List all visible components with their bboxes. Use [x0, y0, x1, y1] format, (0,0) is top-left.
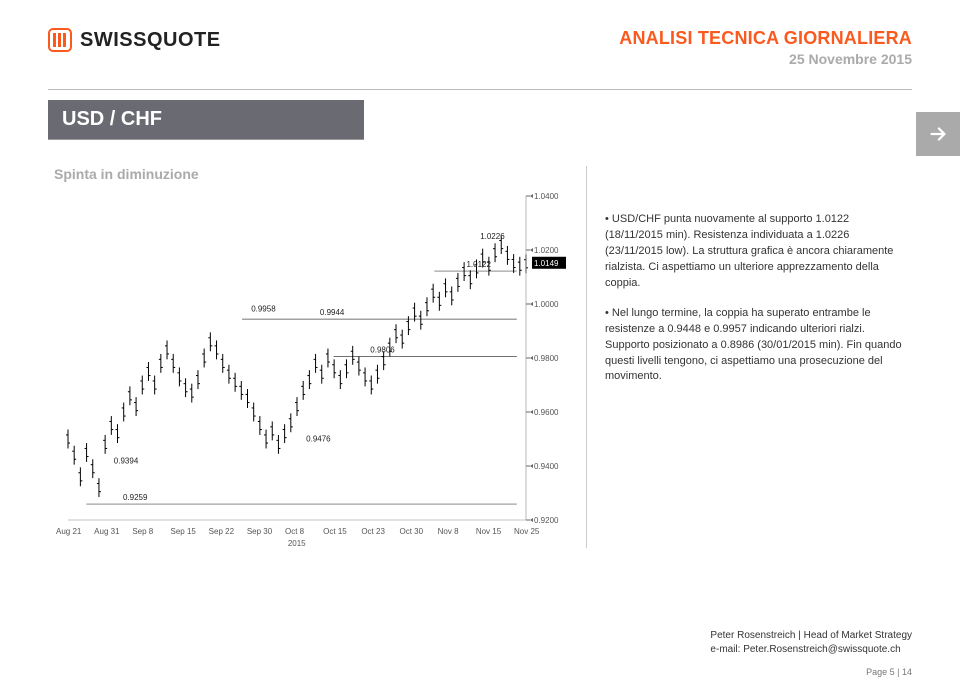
svg-text:Oct 23: Oct 23	[361, 527, 385, 536]
svg-text:Aug 21: Aug 21	[56, 527, 82, 536]
svg-text:Oct 30: Oct 30	[400, 527, 424, 536]
svg-text:Oct 15: Oct 15	[323, 527, 347, 536]
analysis-paragraph-2: • Nel lungo termine, la coppia ha supera…	[605, 306, 906, 386]
author-footer: Peter Rosenstreich | Head of Market Stra…	[710, 629, 912, 657]
svg-text:0.9806: 0.9806	[370, 345, 395, 354]
author-email: e-mail: Peter.Rosenstreich@swissquote.ch	[710, 643, 912, 657]
svg-text:Sep 30: Sep 30	[247, 527, 273, 536]
svg-text:0.9800: 0.9800	[534, 354, 559, 363]
report-date: 25 Novembre 2015	[619, 51, 912, 67]
chart-subtitle: Spinta in diminuzione	[54, 166, 568, 182]
svg-text:Sep 8: Sep 8	[132, 527, 153, 536]
svg-text:Nov 25: Nov 25	[514, 527, 540, 536]
analysis-text: • USD/CHF punta nuovamente al supporto 1…	[586, 166, 912, 548]
svg-text:1.0000: 1.0000	[534, 300, 559, 309]
svg-text:Sep 15: Sep 15	[171, 527, 197, 536]
svg-text:1.0149: 1.0149	[534, 259, 559, 268]
svg-text:1.0226: 1.0226	[480, 232, 505, 241]
brand-icon	[48, 28, 72, 52]
analysis-paragraph-1: • USD/CHF punta nuovamente al supporto 1…	[605, 212, 906, 292]
svg-text:0.9600: 0.9600	[534, 408, 559, 417]
currency-pair-badge: USD / CHF	[48, 100, 364, 140]
svg-text:0.9476: 0.9476	[306, 434, 331, 443]
price-chart: 1.0400 1.0200 1.0000 0.9800 0.9600 0.9400 0.92…	[48, 188, 568, 548]
svg-text:0.9400: 0.9400	[534, 462, 559, 471]
svg-text:0.9944: 0.9944	[320, 308, 345, 317]
svg-text:0.9259: 0.9259	[123, 493, 148, 502]
svg-text:Nov 15: Nov 15	[476, 527, 502, 536]
svg-text:1.0400: 1.0400	[534, 192, 559, 201]
brand-text: SWISSQUOTE	[80, 29, 221, 52]
svg-text:Oct 8: Oct 8	[285, 527, 305, 536]
svg-text:0.9394: 0.9394	[114, 457, 139, 466]
page-title: ANALISI TECNICA GIORNALIERA	[619, 28, 912, 49]
svg-text:Sep 22: Sep 22	[209, 527, 235, 536]
page-number: Page 5 | 14	[866, 667, 912, 677]
svg-text:1.0200: 1.0200	[534, 246, 559, 255]
svg-text:2015: 2015	[288, 539, 306, 548]
svg-text:1.0122: 1.0122	[466, 260, 491, 269]
brand-logo: SWISSQUOTE	[48, 28, 221, 52]
author-name: Peter Rosenstreich | Head of Market Stra…	[710, 629, 912, 643]
next-arrow-icon[interactable]	[916, 112, 960, 156]
svg-text:Nov 8: Nov 8	[438, 527, 459, 536]
svg-text:0.9200: 0.9200	[534, 516, 559, 525]
svg-text:Aug 31: Aug 31	[94, 527, 120, 536]
svg-text:0.9958: 0.9958	[251, 304, 276, 313]
